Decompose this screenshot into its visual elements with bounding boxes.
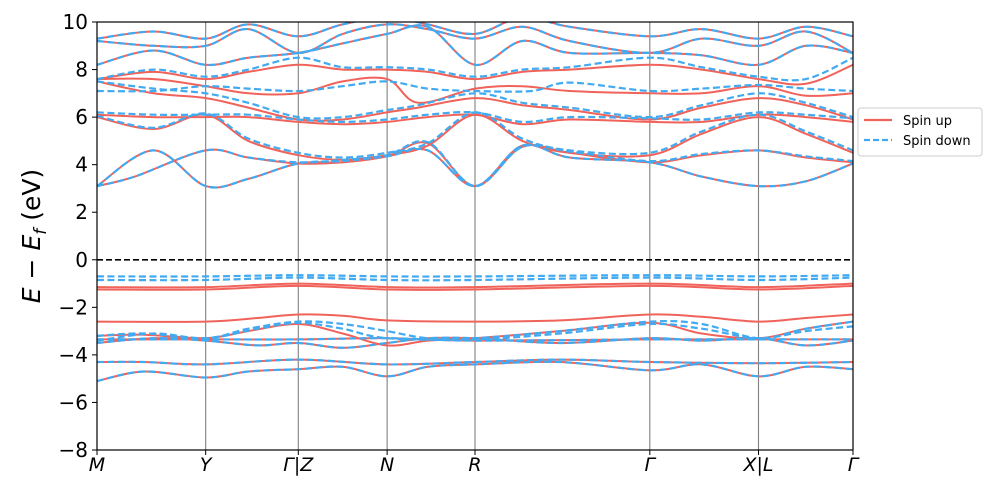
- y-tick-label: −8: [59, 438, 88, 462]
- x-tick-label: N: [380, 454, 394, 476]
- spin-up-band: [97, 284, 853, 291]
- legend: Spin up Spin down: [857, 107, 983, 157]
- spin-down-band: [97, 360, 853, 383]
- y-tick-label: 6: [75, 105, 88, 129]
- x-tick-label: X|L: [742, 454, 773, 476]
- spin-down-band: [97, 23, 853, 55]
- spin-down-band: [97, 358, 853, 366]
- legend-label-spin-up: Spin up: [903, 114, 952, 129]
- x-axis-ticks: M Y Γ|Z N R Γ X|L Γ: [89, 450, 860, 476]
- spin-down-band: [97, 80, 853, 120]
- y-tick-label: −2: [59, 295, 88, 319]
- x-tick-label: Γ|Z: [283, 454, 314, 476]
- spin-up-band: [97, 80, 853, 122]
- x-tick-label: Y: [200, 454, 213, 476]
- spin-up-band: [97, 313, 853, 323]
- spin-up-band: [97, 113, 853, 161]
- legend-label-spin-down: Spin down: [903, 134, 971, 149]
- y-axis-label: E − Ef (eV): [17, 169, 51, 303]
- spin-down-band: [97, 276, 853, 282]
- spin-down-band: [97, 110, 853, 124]
- y-tick-label: 8: [75, 58, 88, 82]
- spin-down-band: [97, 24, 853, 67]
- y-tick-label: 2: [75, 200, 88, 224]
- x-tick-label: Γ: [848, 454, 860, 476]
- y-tick-label: −6: [59, 390, 88, 414]
- spin-down-band: [97, 139, 853, 188]
- spin-down-band: [97, 143, 853, 189]
- spin-down-band: [97, 274, 853, 278]
- spin-down-band: [97, 80, 853, 93]
- kpoint-divider-lines: [205, 22, 760, 450]
- spin-up-band: [97, 76, 853, 104]
- spin-down-band: [97, 22, 853, 40]
- y-axis-ticks: −8 −6 −4 −2 0 2 4 6 8 10: [59, 10, 97, 462]
- y-tick-label: −4: [59, 343, 88, 367]
- spin-up-band: [97, 113, 853, 126]
- x-tick-label: R: [468, 454, 481, 476]
- spin-down-bands: [97, 22, 853, 383]
- spin-down-band: [97, 337, 853, 342]
- x-tick-label: M: [89, 454, 105, 476]
- y-tick-label: 0: [75, 248, 88, 272]
- spin-down-band: [97, 321, 853, 342]
- spin-down-band: [97, 111, 853, 159]
- y-tick-label: 10: [63, 10, 88, 34]
- spin-up-band: [97, 63, 853, 86]
- spin-up-band: [97, 282, 853, 289]
- x-tick-label: Γ: [645, 454, 657, 476]
- y-tick-label: 4: [75, 153, 88, 177]
